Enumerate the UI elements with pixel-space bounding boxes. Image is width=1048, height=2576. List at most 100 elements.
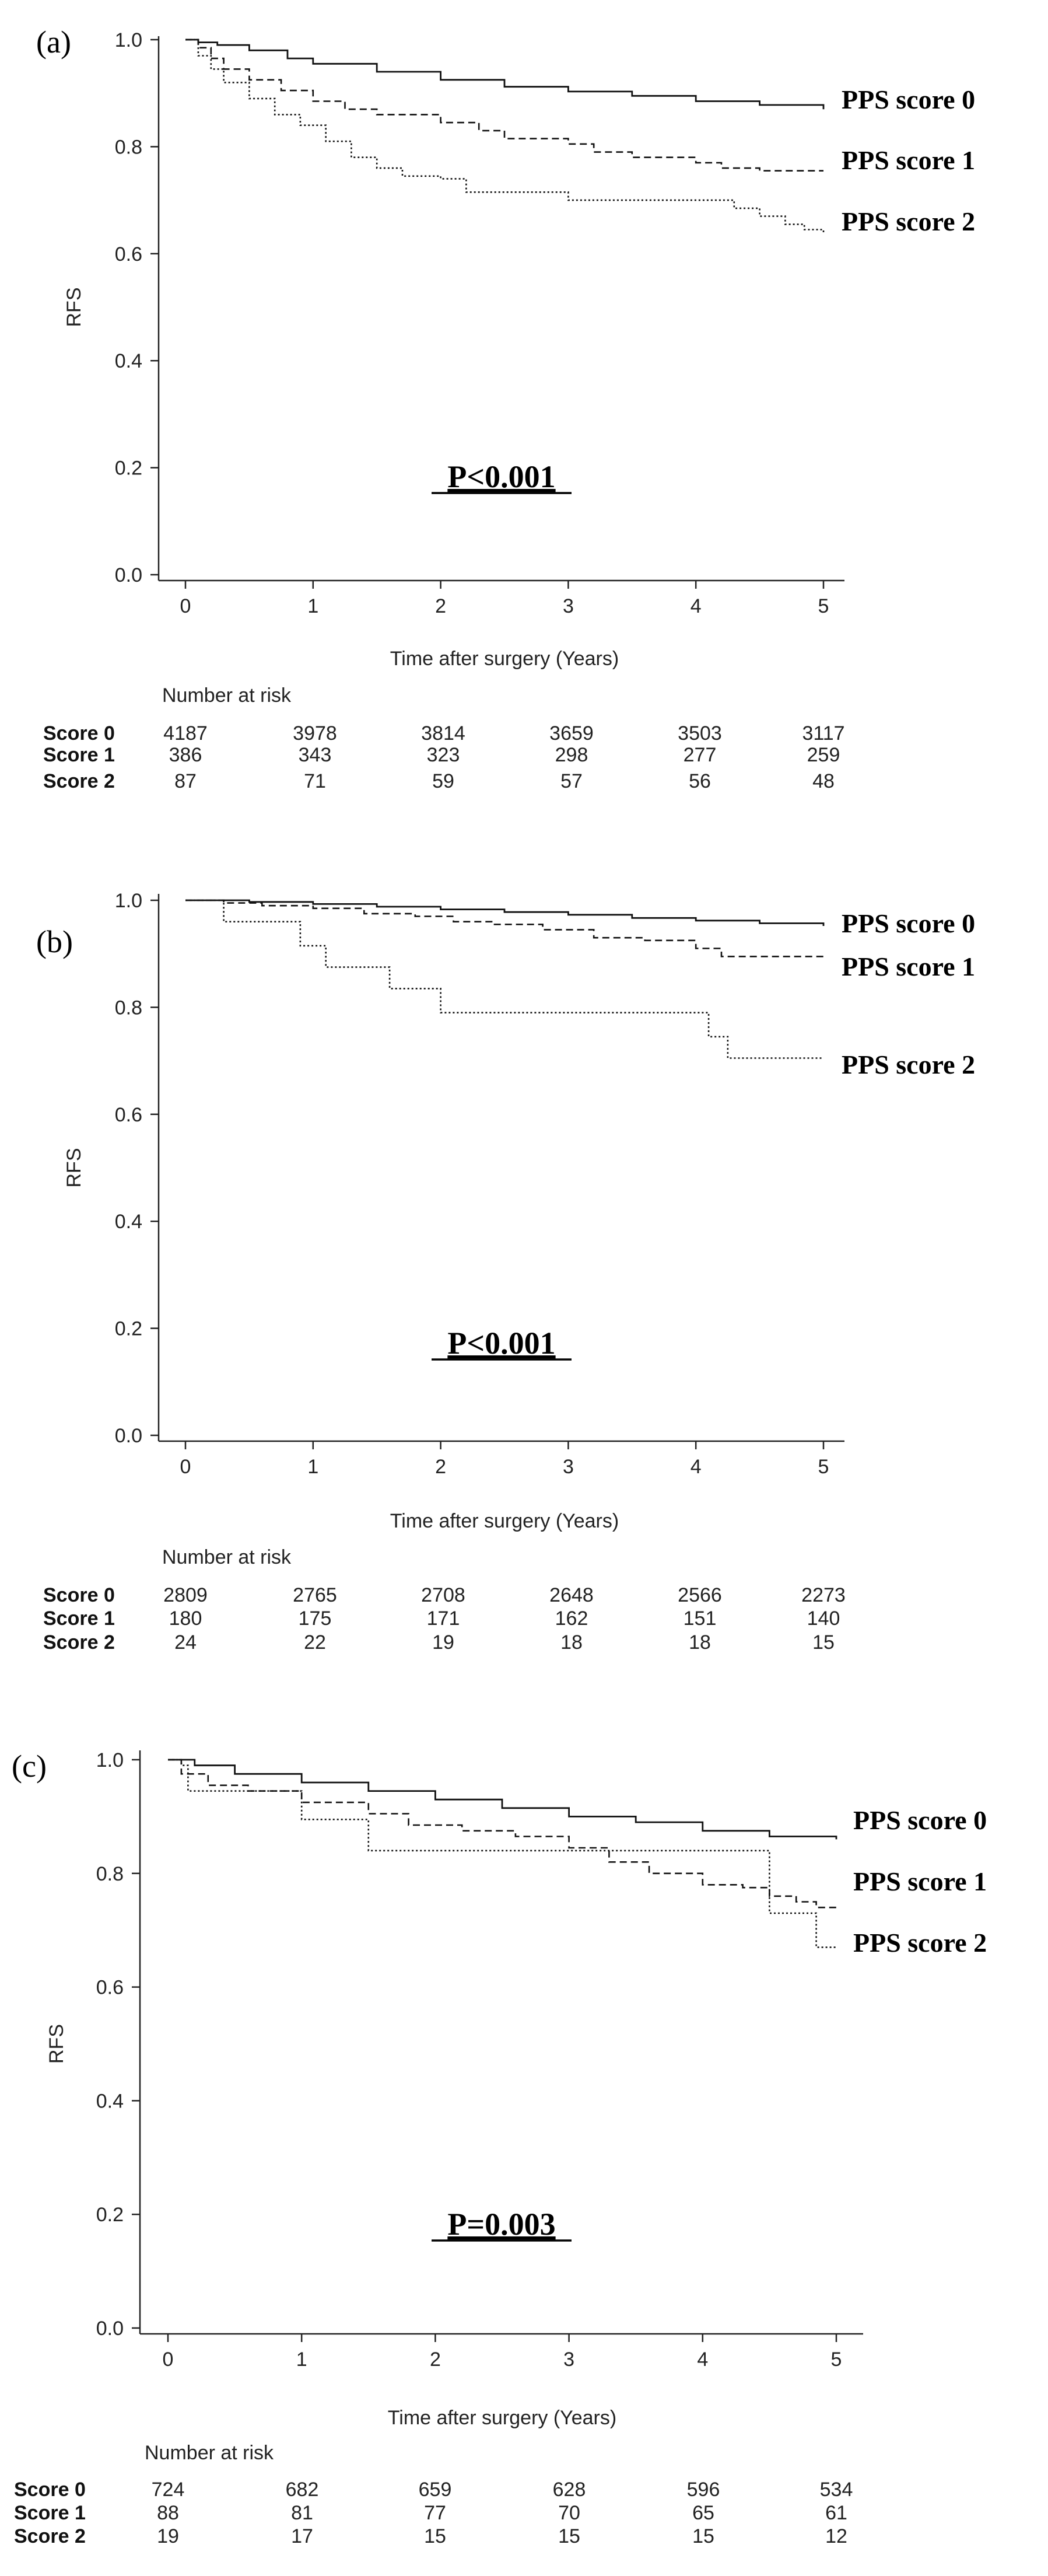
risk-cell: 2809 (163, 1584, 208, 1606)
y-tick-label: 0.6 (115, 1104, 142, 1126)
panel-label: (c) (12, 1749, 47, 1784)
x-tick-label: 4 (691, 1456, 702, 1478)
x-tick-label: 5 (831, 2348, 842, 2371)
series-label-score-0: PPS score 0 (842, 908, 975, 938)
risk-row-label: Score 1 (43, 744, 115, 766)
x-tick-label: 0 (163, 2348, 174, 2371)
x-tick-label: 4 (697, 2348, 708, 2371)
y-tick-label: 1.0 (96, 1749, 124, 1771)
risk-cell: 2273 (801, 1584, 846, 1606)
risk-cell: 343 (299, 744, 332, 766)
risk-cell: 61 (825, 2502, 847, 2524)
risk-cell: 4187 (163, 722, 208, 745)
risk-cell: 81 (291, 2502, 313, 2524)
x-axis-label: Time after surgery (Years) (388, 2407, 616, 2429)
risk-cell: 386 (169, 744, 202, 766)
panel-b: (b) 0.0 0.2 0.4 0.6 0.8 1.0 0 1 2 3 4 5 RFS Time after… (36, 890, 975, 1654)
y-tick-label: 0.8 (115, 136, 142, 158)
y-tick-label: 0.6 (115, 243, 142, 265)
survival-curve-score-0 (168, 1759, 837, 1840)
risk-cell: 3503 (678, 722, 722, 745)
survival-curve-score-1 (185, 39, 823, 172)
risk-cell: 140 (807, 1607, 840, 1630)
risk-cell: 3814 (421, 722, 465, 745)
risk-row-label: Score 2 (43, 1631, 115, 1654)
risk-cell: 151 (684, 1607, 717, 1630)
x-tick-label: 2 (430, 2348, 441, 2371)
risk-cell: 18 (560, 1631, 583, 1654)
y-tick-label: 0.0 (96, 2318, 124, 2340)
risk-cell: 24 (174, 1631, 197, 1654)
panel-a: (a) 0.0 0.2 0.4 0.6 0.8 1.0 0 1 2 3 4 5 RFS Time after… (36, 25, 975, 792)
risk-row-label: Score 0 (14, 2479, 86, 2501)
y-tick-label: 0.4 (96, 2090, 124, 2112)
p-value-annotation: P=0.003 (447, 2207, 555, 2242)
risk-cell: 323 (427, 744, 460, 766)
y-tick-label: 0.2 (96, 2204, 124, 2226)
risk-cell: 88 (157, 2502, 179, 2524)
risk-row-label: Score 0 (43, 722, 115, 745)
risk-cell: 2708 (421, 1584, 465, 1606)
panel-label: (a) (36, 25, 71, 60)
risk-cell: 48 (812, 770, 835, 792)
survival-curve-score-0 (185, 39, 825, 110)
number-at-risk-title: Number at risk (162, 1546, 292, 1568)
series-label-score-2: PPS score 2 (853, 1928, 987, 1958)
risk-cell: 175 (299, 1607, 332, 1630)
risk-cell: 59 (432, 770, 454, 792)
risk-cell: 19 (157, 2525, 179, 2547)
risk-cell: 65 (692, 2502, 714, 2524)
risk-cell: 15 (558, 2525, 580, 2547)
risk-cell: 2648 (549, 1584, 594, 1606)
risk-cell: 162 (555, 1607, 588, 1630)
y-tick-label: 1.0 (115, 890, 142, 912)
x-tick-label: 1 (307, 1456, 318, 1478)
risk-cell: 87 (174, 770, 197, 792)
x-tick-label: 3 (563, 1456, 574, 1478)
risk-cell: 15 (812, 1631, 835, 1654)
risk-cell: 171 (427, 1607, 460, 1630)
risk-cell: 56 (689, 770, 711, 792)
x-tick-label: 5 (818, 1456, 829, 1478)
y-tick-label: 0.8 (96, 1863, 124, 1885)
risk-cell: 682 (286, 2479, 319, 2501)
series-label-score-2: PPS score 2 (842, 1050, 975, 1079)
survival-curve-score-0 (185, 899, 825, 926)
y-tick-label: 0.6 (96, 1977, 124, 1999)
y-axis-label: RFS (45, 2024, 68, 2064)
risk-cell: 17 (291, 2525, 313, 2547)
risk-cell: 3659 (549, 722, 594, 745)
risk-row-label: Score 0 (43, 1584, 115, 1606)
y-tick-label: 0.0 (115, 564, 142, 586)
risk-cell: 19 (432, 1631, 454, 1654)
survival-curve-score-1 (185, 899, 823, 957)
p-value-annotation: P<0.001 (447, 459, 555, 494)
risk-cell: 2765 (293, 1584, 337, 1606)
x-tick-label: 2 (435, 1456, 446, 1478)
series-label-score-2: PPS score 2 (842, 207, 975, 236)
risk-cell: 596 (687, 2479, 720, 2501)
x-tick-label: 4 (691, 595, 702, 617)
x-tick-label: 2 (435, 595, 446, 617)
y-tick-label: 0.2 (115, 457, 142, 480)
y-tick-label: 0.0 (115, 1425, 142, 1447)
y-tick-label: 0.2 (115, 1318, 142, 1340)
number-at-risk-title: Number at risk (162, 684, 292, 707)
x-tick-label: 0 (180, 1456, 191, 1478)
risk-row-label: Score 2 (43, 770, 115, 792)
p-value-annotation: P<0.001 (447, 1326, 555, 1361)
risk-cell: 15 (424, 2525, 446, 2547)
survival-curve-score-2 (168, 1759, 836, 1948)
x-tick-label: 5 (818, 595, 829, 617)
series-label-score-0: PPS score 0 (842, 85, 975, 114)
x-tick-label: 3 (563, 595, 574, 617)
series-label-score-0: PPS score 0 (853, 1805, 987, 1835)
series-label-score-1: PPS score 1 (842, 145, 975, 175)
y-axis-label: RFS (63, 288, 85, 327)
y-tick-label: 0.8 (115, 997, 142, 1019)
series-label-score-1: PPS score 1 (842, 952, 975, 981)
risk-cell: 277 (684, 744, 717, 766)
panel-label: (b) (36, 924, 73, 959)
risk-cell: 22 (304, 1631, 326, 1654)
